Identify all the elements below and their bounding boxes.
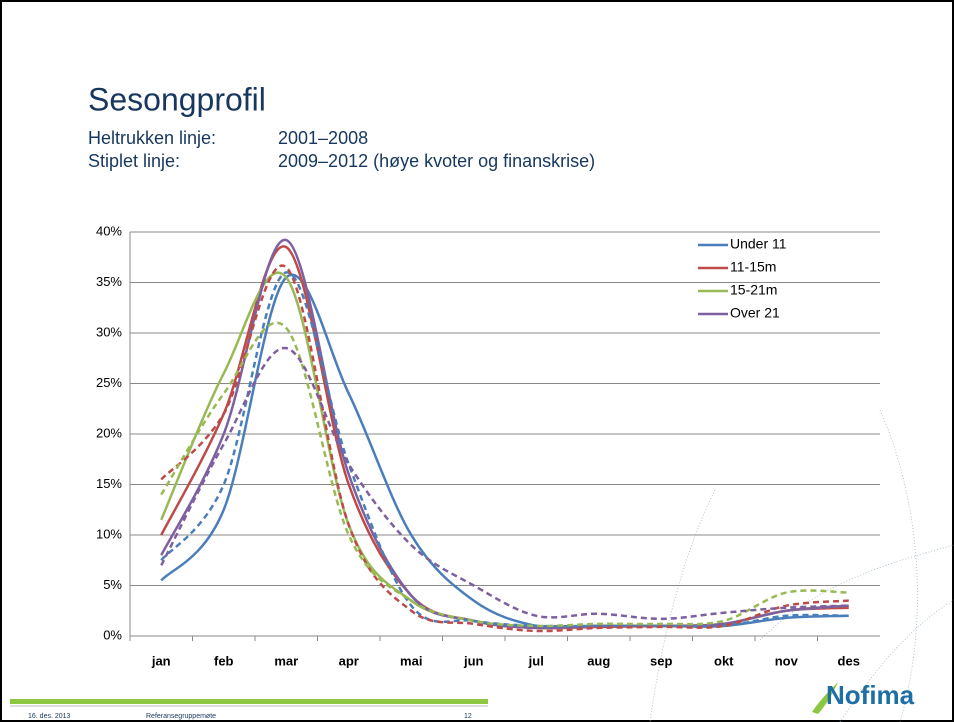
logo-mark (812, 682, 838, 714)
subtitle-value: 2001–2008 (278, 128, 368, 148)
logo: Nofima (826, 680, 915, 710)
x-tick-label: okt (714, 653, 734, 668)
x-tick-label: jul (528, 653, 544, 668)
x-tick-label: mai (400, 653, 422, 668)
legend-label: Over 21 (730, 305, 780, 321)
footer-bar (10, 699, 488, 704)
y-tick-label: 15% (96, 476, 122, 491)
footer-date: 16. des. 2013 (28, 713, 71, 720)
chart: 0% 5% 10% 15% 20% 25% 30% 35% 40% jan feb mar apr mai… (96, 223, 880, 668)
series-line-dashed (160, 264, 849, 633)
slide-title: Sesongprofil (88, 81, 266, 117)
series-line-dashed (160, 321, 849, 628)
y-tick-label: 20% (96, 425, 122, 440)
subtitle-label: Stiplet linje: (88, 151, 180, 171)
y-tick-label: 25% (96, 375, 122, 390)
series-line-dashed (160, 271, 849, 628)
legend-label: 15-21m (730, 282, 777, 298)
x-tick-label: sep (650, 653, 672, 668)
y-tick-label: 10% (96, 526, 122, 541)
x-tick-label: des (838, 653, 860, 668)
x-tick-label: jun (463, 653, 484, 668)
y-tick-label: 5% (103, 577, 122, 592)
x-tick-label: mar (274, 653, 298, 668)
x-tick-label: jan (151, 653, 171, 668)
y-tick-label: 40% (96, 223, 122, 238)
x-tick-label: nov (775, 653, 799, 668)
x-tick-label: feb (214, 653, 234, 668)
legend-label: Under 11 (730, 236, 787, 252)
y-tick-label: 30% (96, 324, 122, 339)
x-tick-label: aug (587, 653, 610, 668)
x-tick-label: apr (339, 653, 359, 668)
y-tick-label: 35% (96, 274, 122, 289)
decoration (649, 409, 954, 722)
footer-meeting: Referansegruppemøte (146, 713, 216, 720)
series-line-dashed (160, 346, 849, 621)
subtitle-value: 2009–2012 (høye kvoter og finanskrise) (278, 151, 595, 171)
footer-page: 12 (464, 713, 472, 720)
y-tick-label: 0% (103, 627, 122, 642)
subtitle-label: Heltrukken linje: (88, 128, 216, 148)
legend-label: 11-15m (730, 259, 776, 275)
